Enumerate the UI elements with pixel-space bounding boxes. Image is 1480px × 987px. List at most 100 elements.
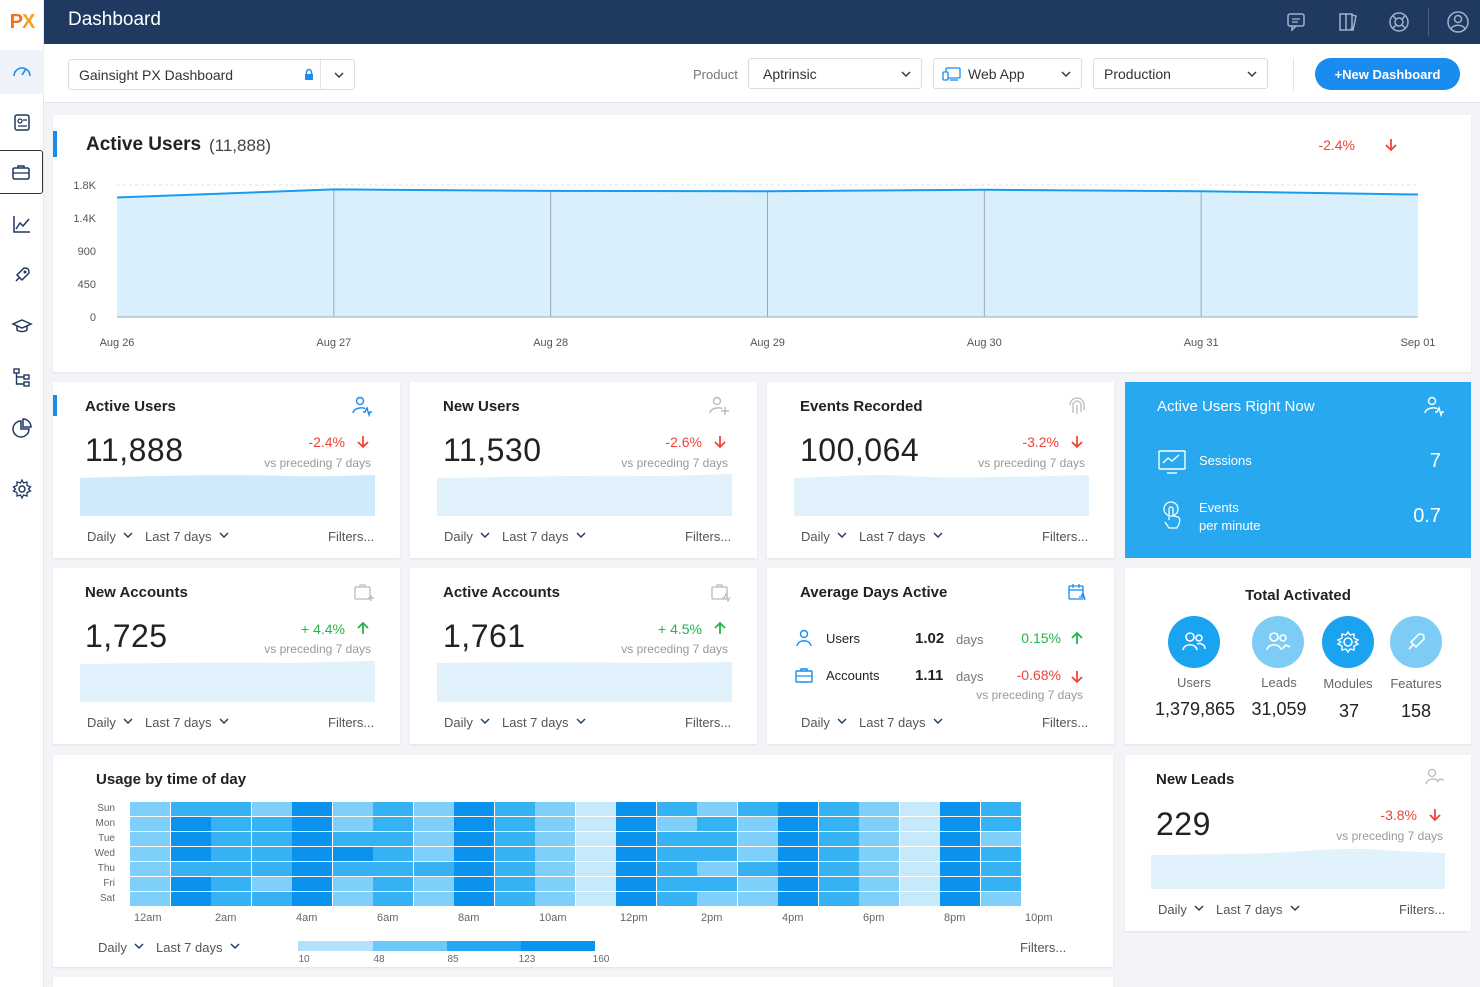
heatmap-cell[interactable] [251,892,292,906]
heatmap-cell[interactable] [332,802,373,816]
heatmap-cell[interactable] [737,817,778,831]
heatmap-cell[interactable] [373,892,413,906]
filters-link[interactable]: Filters... [1399,902,1446,917]
usage-by-time-card[interactable]: Usage by time of day Sun Mon Tue Wed Thu Fri S… [53,755,1113,967]
heatmap-cell[interactable] [940,817,980,831]
heatmap-cell[interactable] [454,832,494,846]
heatmap-cell[interactable] [616,847,656,861]
heatmap-cell[interactable] [656,817,697,831]
heatmap-cell[interactable] [656,877,697,891]
heatmap-cell[interactable] [697,892,737,906]
nav-journeys-icon[interactable] [0,355,44,399]
heatmap-cell[interactable] [697,817,737,831]
heatmap-cell[interactable] [292,892,332,906]
heatmap-cell[interactable] [494,817,535,831]
active-users-card[interactable]: Active Users 11,888 -2.4% vs preceding 7… [53,382,400,558]
heatmap-cell[interactable] [940,892,980,906]
date-range-select[interactable]: Last 7 days [156,940,241,955]
heatmap-cell[interactable] [535,877,575,891]
heatmap-cell[interactable] [454,862,494,876]
active-accounts-card[interactable]: Active Accounts 1,761 + 4.5% vs precedin… [410,568,757,744]
heatmap-cell[interactable] [980,877,1021,891]
granularity-select[interactable]: Daily [87,715,134,730]
heatmap-cell[interactable] [170,847,211,861]
granularity-select[interactable]: Daily [444,529,491,544]
nav-people-icon[interactable] [0,100,44,144]
heatmap-cell[interactable] [170,802,211,816]
heatmap-cell[interactable] [413,847,454,861]
heatmap-cell[interactable] [818,892,859,906]
heatmap-cell[interactable] [494,832,535,846]
heatmap-cell[interactable] [859,832,899,846]
environment-select[interactable]: Production [1093,58,1268,89]
heatmap-cell[interactable] [940,832,980,846]
date-range-select[interactable]: Last 7 days [145,715,230,730]
date-range-select[interactable]: Last 7 days [859,715,944,730]
heatmap-cell[interactable] [130,892,170,906]
heatmap-cell[interactable] [413,832,454,846]
heatmap-cell[interactable] [575,892,616,906]
new-leads-card[interactable]: New Leads 229 -3.8% vs preceding 7 days … [1125,755,1471,931]
heatmap-cell[interactable] [454,802,494,816]
heatmap-cell[interactable] [292,802,332,816]
heatmap-cell[interactable] [656,847,697,861]
granularity-select[interactable]: Daily [444,715,491,730]
heatmap-cell[interactable] [899,892,940,906]
heatmap-cell[interactable] [818,802,859,816]
product-select[interactable]: Aptrinsic [748,58,922,89]
heatmap-cell[interactable] [170,832,211,846]
heatmap-cell[interactable] [332,817,373,831]
heatmap-cell[interactable] [535,832,575,846]
user-icon[interactable] [1444,8,1472,36]
heatmap-cell[interactable] [211,832,251,846]
heatmap-cell[interactable] [373,847,413,861]
heatmap-cell[interactable] [575,817,616,831]
heatmap-cell[interactable] [859,877,899,891]
heatmap-cell[interactable] [535,847,575,861]
heatmap-cell[interactable] [535,862,575,876]
heatmap-cell[interactable] [656,862,697,876]
heatmap-cell[interactable] [737,832,778,846]
heatmap-cell[interactable] [575,802,616,816]
heatmap-cell[interactable] [575,847,616,861]
heatmap-cell[interactable] [980,802,1021,816]
heatmap-cell[interactable] [778,892,818,906]
heatmap-cell[interactable] [818,847,859,861]
heatmap-cell[interactable] [251,877,292,891]
heatmap-cell[interactable] [373,862,413,876]
heatmap-cell[interactable] [332,877,373,891]
heatmap-cell[interactable] [980,817,1021,831]
heatmap-cell[interactable] [130,802,170,816]
heatmap-cell[interactable] [980,847,1021,861]
heatmap-cell[interactable] [535,802,575,816]
heatmap-cell[interactable] [535,817,575,831]
filters-link[interactable]: Filters... [685,715,732,730]
heatmap-cell[interactable] [413,802,454,816]
nav-analytics-icon[interactable] [0,202,44,246]
heatmap-cell[interactable] [413,877,454,891]
heatmap-cell[interactable] [778,802,818,816]
heatmap-cell[interactable] [737,892,778,906]
heatmap-cell[interactable] [292,817,332,831]
heatmap-cell[interactable] [697,877,737,891]
granularity-select[interactable]: Daily [87,529,134,544]
heatmap-cell[interactable] [413,862,454,876]
heatmap-cell[interactable] [818,832,859,846]
heatmap-cell[interactable] [575,862,616,876]
heatmap-cell[interactable] [251,817,292,831]
heatmap-cell[interactable] [697,862,737,876]
heatmap-cell[interactable] [251,832,292,846]
heatmap-cell[interactable] [211,802,251,816]
date-range-select[interactable]: Last 7 days [502,529,587,544]
heatmap-cell[interactable] [656,802,697,816]
events-recorded-card[interactable]: Events Recorded 100,064 -3.2% vs precedi… [767,382,1114,558]
heatmap-cell[interactable] [940,877,980,891]
heatmap-cell[interactable] [170,862,211,876]
heatmap-cell[interactable] [535,892,575,906]
new-accounts-card[interactable]: New Accounts 1,725 + 4.4% vs preceding 7… [53,568,400,744]
heatmap-cell[interactable] [778,847,818,861]
heatmap-cell[interactable] [373,802,413,816]
filters-link[interactable]: Filters... [1042,529,1089,544]
heatmap-cell[interactable] [575,832,616,846]
nav-settings-icon[interactable] [0,467,44,511]
